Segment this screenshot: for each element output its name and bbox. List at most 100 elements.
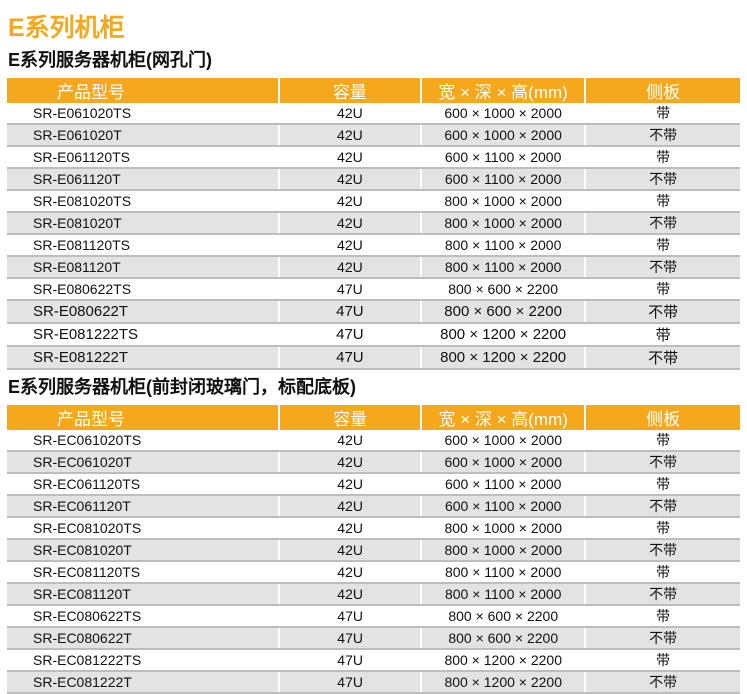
table-cell: 带 — [584, 323, 740, 347]
table-cell: SR-EC081222T — [7, 671, 280, 694]
table-cell: 42U — [277, 168, 421, 191]
table-row: SR-E061120T 42U 600 × 1100 × 2000 不带 — [7, 168, 740, 191]
table-cell: 800 × 1000 × 2000 — [420, 539, 586, 562]
table-cell: 800 × 1100 × 2000 — [420, 561, 586, 584]
table-cell: 不带 — [584, 627, 740, 650]
table-cell: SR-EC081222TS — [7, 649, 280, 672]
table-cell: 600 × 1000 × 2000 — [420, 430, 586, 452]
table-row: SR-EC081120T 42U 800 × 1100 × 2000 不带 — [7, 583, 740, 606]
table-cell: 600 × 1000 × 2000 — [420, 451, 586, 474]
table-cell: 800 × 1200 × 2200 — [419, 346, 586, 370]
table-cell: SR-E081020TS — [7, 190, 279, 213]
table-cell: SR-E081120T — [7, 256, 279, 279]
table-cell: SR-E061020T — [7, 124, 279, 147]
table-cell: 47U — [277, 300, 421, 324]
table2: 产品型号 容量宽 × 深 × 高(mm) 侧板 SR-EC061020TS 42U 600… — [7, 405, 740, 694]
table-row: SR-EC080622TS 47U 800 × 600 × 2200 带 — [7, 605, 740, 628]
table-cell: 800 × 1200 × 2200 — [420, 649, 586, 672]
table-row: SR-EC081020T 42U 800 × 1000 × 2000 不带 — [7, 539, 740, 562]
table-cell: 42U — [277, 124, 421, 147]
table-cell: SR-EC081120T — [7, 583, 280, 606]
table-row: SR-EC061120T 42U 600 × 1100 × 2000 不带 — [7, 495, 740, 518]
table-row: SR-EC061020T 42U 600 × 1000 × 2000 不带 — [7, 451, 740, 474]
table-cell: 不带 — [584, 583, 740, 606]
table-cell: 不带 — [584, 256, 740, 279]
table-cell: 带 — [584, 517, 740, 540]
table-row: SR-EC081120TS 42U 800 × 1100 × 2000 带 — [7, 561, 740, 584]
table-cell: 47U — [277, 278, 421, 301]
table-cell: 42U — [277, 234, 421, 257]
table-cell: 800 × 1100 × 2000 — [420, 583, 586, 606]
table-cell: 带 — [584, 430, 740, 452]
table1: 产品型号 容量宽 × 深 × 高(mm) 侧板 SR-E061020TS 42U 600 … — [7, 78, 740, 370]
table-cell: 42U — [278, 539, 422, 562]
table1-title: E系列服务器机柜(网孔门) — [8, 50, 212, 70]
table-cell: 不带 — [584, 168, 740, 191]
table-cell: SR-EC081020T — [7, 539, 280, 562]
table-cell: 不带 — [584, 539, 740, 562]
table-cell: 600 × 1100 × 2000 — [420, 495, 586, 518]
table-cell: 47U — [278, 649, 422, 672]
table-cell: SR-EC080622T — [7, 627, 280, 650]
table-cell: 800 × 600 × 2200 — [420, 605, 586, 628]
table-cell: 600 × 1000 × 2000 — [419, 124, 586, 147]
table-row: SR-E081222TS 47U 800 × 1200 × 2200 带 — [7, 323, 740, 347]
table-cell: 带 — [584, 473, 740, 496]
table-cell: SR-EC081120TS — [7, 561, 280, 584]
table-cell: SR-E081120TS — [7, 234, 279, 257]
table-cell: 42U — [277, 256, 421, 279]
table-cell: 不带 — [584, 124, 740, 147]
table-row: SR-E080622T 47U 800 × 600 × 2200 不带 — [7, 300, 740, 324]
table-cell: SR-EC061020TS — [7, 430, 280, 452]
table-cell: 42U — [277, 146, 421, 169]
table-cell: 42U — [278, 473, 422, 496]
table-row: SR-EC081222TS 47U 800 × 1200 × 2200 带 — [7, 649, 740, 672]
table-cell: 带 — [584, 649, 740, 672]
table-cell: 带 — [584, 146, 740, 169]
table-cell: SR-EC061120TS — [7, 473, 280, 496]
table-cell: 42U — [278, 495, 422, 518]
table-cell: 42U — [278, 561, 422, 584]
table-cell: 带 — [584, 103, 740, 125]
table-cell: 800 × 1000 × 2000 — [419, 212, 586, 235]
table-cell: 42U — [278, 451, 422, 474]
table-row: SR-E081120TS 42U 800 × 1100 × 2000 带 — [7, 234, 740, 257]
table-row: SR-EC061120TS 42U 600 × 1100 × 2000 带 — [7, 473, 740, 496]
table-cell: SR-E080622TS — [7, 278, 279, 301]
table-cell: 42U — [277, 103, 421, 125]
table-cell: SR-E081222TS — [7, 323, 279, 347]
table-cell: 800 × 1200 × 2200 — [420, 671, 586, 694]
table-cell: 600 × 1000 × 2000 — [419, 103, 586, 125]
table-row: SR-EC080622T 47U 800 × 600 × 2200 不带 — [7, 627, 740, 650]
table-cell: 800 × 1200 × 2200 — [419, 323, 586, 347]
header-row: 产品型号 容量宽 × 深 × 高(mm) 侧板 — [7, 78, 740, 103]
table-cell: 800 × 1100 × 2000 — [419, 256, 586, 279]
table-cell: 47U — [278, 627, 422, 650]
column-header: 产品型号 — [7, 405, 280, 430]
table-cell: 800 × 600 × 2200 — [419, 278, 586, 301]
header-row: 产品型号 容量宽 × 深 × 高(mm) 侧板 — [7, 405, 740, 430]
table-cell: SR-E061120T — [7, 168, 279, 191]
table-cell: 800 × 1000 × 2000 — [419, 190, 586, 213]
table-cell: 42U — [278, 430, 422, 452]
table-row: SR-E081120T 42U 800 × 1100 × 2000 不带 — [7, 256, 740, 279]
table-cell: 800 × 600 × 2200 — [420, 627, 586, 650]
table-cell: SR-E061120TS — [7, 146, 279, 169]
table-cell: 600 × 1100 × 2000 — [420, 473, 586, 496]
table-cell: 不带 — [584, 451, 740, 474]
table-cell: 47U — [278, 605, 422, 628]
table-cell: SR-E081222T — [7, 346, 279, 370]
table-row: SR-EC061020TS 42U 600 × 1000 × 2000 带 — [7, 430, 740, 452]
table-cell: 600 × 1100 × 2000 — [419, 168, 586, 191]
table-row: SR-E081222T 47U 800 × 1200 × 2200 不带 — [7, 346, 740, 370]
column-header: 容量 — [277, 78, 421, 103]
table2-title: E系列服务器机柜(前封闭玻璃门，标配底板) — [8, 377, 356, 397]
column-header: 产品型号 — [7, 78, 279, 103]
table-cell: 42U — [277, 212, 421, 235]
table-cell: SR-EC061120T — [7, 495, 280, 518]
table-cell: 带 — [584, 234, 740, 257]
table-cell: 47U — [277, 323, 421, 347]
table-row: SR-E081020T 42U 800 × 1000 × 2000 不带 — [7, 212, 740, 235]
table-cell: 不带 — [584, 212, 740, 235]
table-cell: 800 × 1100 × 2000 — [419, 234, 586, 257]
